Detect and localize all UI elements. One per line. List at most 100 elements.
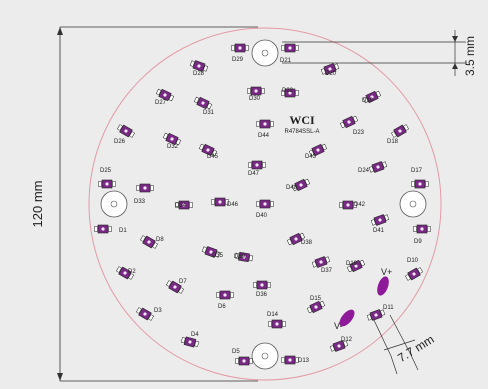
diameter-dimension (57, 26, 258, 382)
led-label-d40: D40 (256, 213, 268, 219)
led-d46 (211, 197, 229, 207)
led-d35 (201, 246, 221, 258)
led-pad-left (166, 280, 172, 287)
led-pad-right (261, 88, 265, 94)
led-label-d42: D42 (354, 202, 366, 208)
led-lens (299, 183, 303, 187)
led-pad-right (375, 90, 382, 98)
led-pad-right (425, 181, 429, 187)
pad-negative-label: V- (334, 321, 343, 331)
led-pad-left (211, 199, 215, 205)
led-lens (418, 182, 422, 186)
led-pad-right (295, 45, 299, 51)
led-pad-right (225, 199, 229, 205)
led-label-d7: D7 (179, 279, 187, 285)
led-label-d3: D3 (154, 308, 162, 314)
led-d31 (193, 96, 213, 110)
led-lens (197, 64, 201, 68)
led-pad-left (140, 235, 146, 242)
led-label-d27: D27 (155, 100, 167, 106)
led-d33 (136, 183, 154, 193)
led-pad-right (352, 115, 359, 123)
led-d48 (291, 178, 311, 192)
led-label-d35: D35 (212, 253, 224, 259)
led-d2 (116, 266, 134, 280)
mounting-hole-right (399, 190, 427, 218)
led-lens (238, 46, 242, 50)
led-label-d25: D25 (100, 168, 112, 174)
led-d8 (140, 235, 158, 249)
led-lens (206, 148, 210, 152)
led-label-d43: D43 (305, 154, 317, 160)
led-pad-left (175, 202, 179, 208)
led-d18 (391, 124, 409, 138)
led-label-d13: D13 (298, 358, 310, 364)
led-pad-right (206, 102, 213, 110)
led-pad-right (379, 309, 386, 316)
led-lens (275, 322, 279, 326)
diameter-label: 120 mm (30, 181, 45, 228)
led-label-d45: D45 (207, 154, 219, 160)
led-pad-left (281, 357, 285, 363)
led-lens (263, 202, 267, 206)
led-label-d5: D5 (232, 349, 240, 355)
led-d3 (136, 307, 154, 321)
led-pad-left (253, 282, 257, 288)
led-label-d16: D16 (346, 261, 358, 267)
led-pad-left (234, 252, 240, 259)
pad-negative (339, 309, 355, 327)
led-pad-left (231, 45, 235, 51)
led-d36 (253, 280, 271, 290)
led-d34 (175, 200, 193, 210)
led-pad-right (230, 292, 234, 298)
led-pad-left (366, 314, 373, 321)
brand-mark: WCI (289, 113, 315, 127)
led-pad-left (281, 90, 285, 96)
led-pad-right (129, 131, 135, 138)
led-pad-right (333, 63, 340, 70)
led-d16 (346, 259, 366, 273)
led-lens (412, 272, 416, 276)
led-d20 (320, 63, 340, 75)
led-lens (254, 89, 258, 93)
led-lens (242, 255, 246, 259)
led-pad-left (329, 345, 336, 352)
led-label-d29: D29 (232, 57, 244, 63)
led-label-d12: D12 (341, 337, 353, 343)
led-pad-left (413, 226, 417, 232)
led-label-d14: D14 (267, 312, 279, 318)
mounting-hole-top (251, 39, 279, 67)
led-lens (147, 240, 151, 244)
led-label-d41: D41 (373, 228, 385, 234)
led-d28 (189, 60, 209, 72)
led-lens (170, 137, 174, 141)
led-d19 (362, 90, 382, 104)
led-d12 (329, 340, 349, 352)
led-pad-left (311, 261, 318, 268)
led-pad-left (116, 266, 122, 273)
led-pad-right (202, 65, 209, 72)
led-pad-right (381, 161, 388, 168)
led-label-d37: D37 (321, 268, 333, 274)
led-pad-left (306, 306, 313, 314)
led-layer: D29 D21 D28 D20 D22 D30 D27 D31 D19 D44 D26 D32 D23 D… (94, 43, 431, 366)
led-label-d30: D30 (249, 96, 261, 102)
led-pad-left (98, 181, 102, 187)
led-label-d23: D23 (353, 130, 365, 136)
led-pad-left (235, 358, 239, 364)
part-number: R4784SSL-A (284, 129, 319, 135)
led-label-d8: D8 (156, 237, 164, 243)
led-lens (242, 359, 246, 363)
led-d26 (117, 124, 135, 138)
led-d25 (98, 179, 116, 189)
led-d23 (339, 115, 359, 129)
led-d6 (216, 290, 234, 300)
led-d42 (339, 200, 357, 210)
led-label-d48: D48 (286, 185, 298, 191)
led-label-d26: D26 (114, 139, 126, 145)
led-pad-right (267, 282, 271, 288)
led-pad-left (281, 45, 285, 51)
led-pad-right (359, 259, 366, 267)
led-pad-left (256, 201, 260, 207)
